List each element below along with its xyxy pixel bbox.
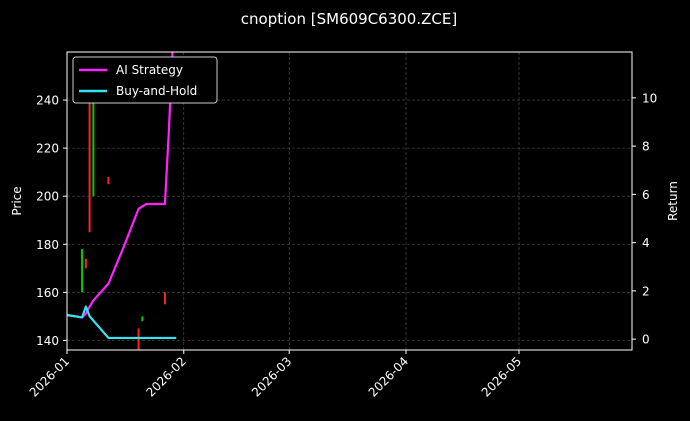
right-axis-label: Return — [666, 181, 680, 221]
x-axis: 2026-01 2026-02 2026-03 2026-04 2026-05 — [27, 350, 524, 400]
right-tick-label: 0 — [642, 333, 650, 347]
left-tick-label: 140 — [36, 334, 59, 348]
right-tick-label: 2 — [642, 284, 650, 298]
series-line-0 — [66, 51, 174, 319]
grid — [66, 52, 632, 350]
x-tick-label: 2026-05 — [479, 354, 524, 399]
chart-title: cnoption [SM609C6300.ZCE] — [241, 10, 457, 28]
left-axis-label: Price — [10, 186, 24, 215]
right-tick-label: 10 — [642, 91, 657, 105]
right-axis: 0 2 4 6 8 10 — [632, 91, 657, 347]
x-tick-label: 2026-01 — [27, 354, 72, 399]
x-tick-label: 2026-02 — [144, 354, 189, 399]
left-tick-label: 160 — [36, 286, 59, 300]
series-line-1 — [66, 305, 177, 340]
x-tick-label: 2026-04 — [366, 354, 411, 399]
series-lines — [66, 51, 177, 340]
right-tick-label: 6 — [642, 188, 650, 202]
right-tick-label: 8 — [642, 140, 650, 154]
left-axis: 140 160 180 200 220 240 — [36, 94, 67, 348]
x-tick-label: 2026-03 — [249, 354, 294, 399]
left-tick-label: 220 — [36, 142, 59, 156]
legend-box — [72, 56, 218, 104]
left-tick-label: 180 — [36, 238, 59, 252]
left-tick-label: 200 — [36, 190, 59, 204]
plot-frame — [66, 51, 633, 351]
legend-label-ai-strategy: AI Strategy — [116, 63, 183, 77]
right-tick-label: 4 — [642, 236, 650, 250]
legend: AI Strategy Buy-and-Hold — [72, 56, 218, 104]
legend-label-buy-and-hold: Buy-and-Hold — [116, 84, 197, 98]
left-tick-label: 240 — [36, 94, 59, 108]
